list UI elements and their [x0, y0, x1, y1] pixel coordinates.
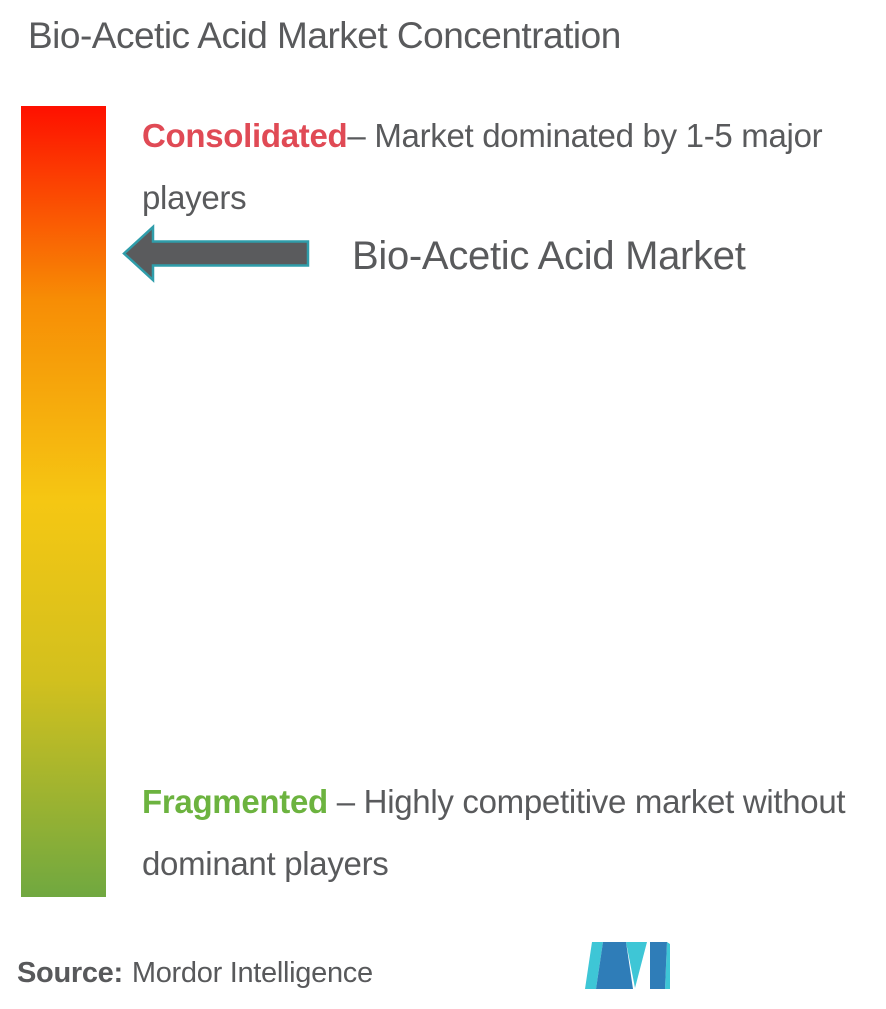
- fragmented-line2: dominant players: [142, 845, 389, 882]
- consolidated-line1: Consolidated– Market dominated by 1-5 ma…: [142, 105, 823, 167]
- market-pointer-label: Bio-Acetic Acid Market: [352, 234, 746, 278]
- consolidated-text: – Market dominated by 1-5 major: [347, 117, 823, 154]
- fragmented-description: Fragmented – Highly competitive market w…: [142, 771, 846, 895]
- source-note: Source: Mordor Intelligence: [17, 955, 373, 991]
- left-arrow-icon: [120, 224, 312, 283]
- fragmented-line1: Fragmented – Highly competitive market w…: [142, 771, 846, 833]
- source-name: Mordor Intelligence: [131, 957, 373, 989]
- consolidated-description: Consolidated– Market dominated by 1-5 ma…: [142, 105, 823, 229]
- mordor-intelligence-logo: [585, 942, 671, 990]
- fragmented-label: Fragmented: [142, 783, 328, 820]
- concentration-gradient-scale: [21, 106, 106, 897]
- source-label: Source:: [17, 957, 123, 989]
- consolidated-line2: players: [142, 179, 247, 216]
- page-title: Bio-Acetic Acid Market Concentration: [28, 15, 621, 56]
- consolidated-label: Consolidated: [142, 117, 348, 154]
- fragmented-text: – Highly competitive market without: [327, 783, 846, 820]
